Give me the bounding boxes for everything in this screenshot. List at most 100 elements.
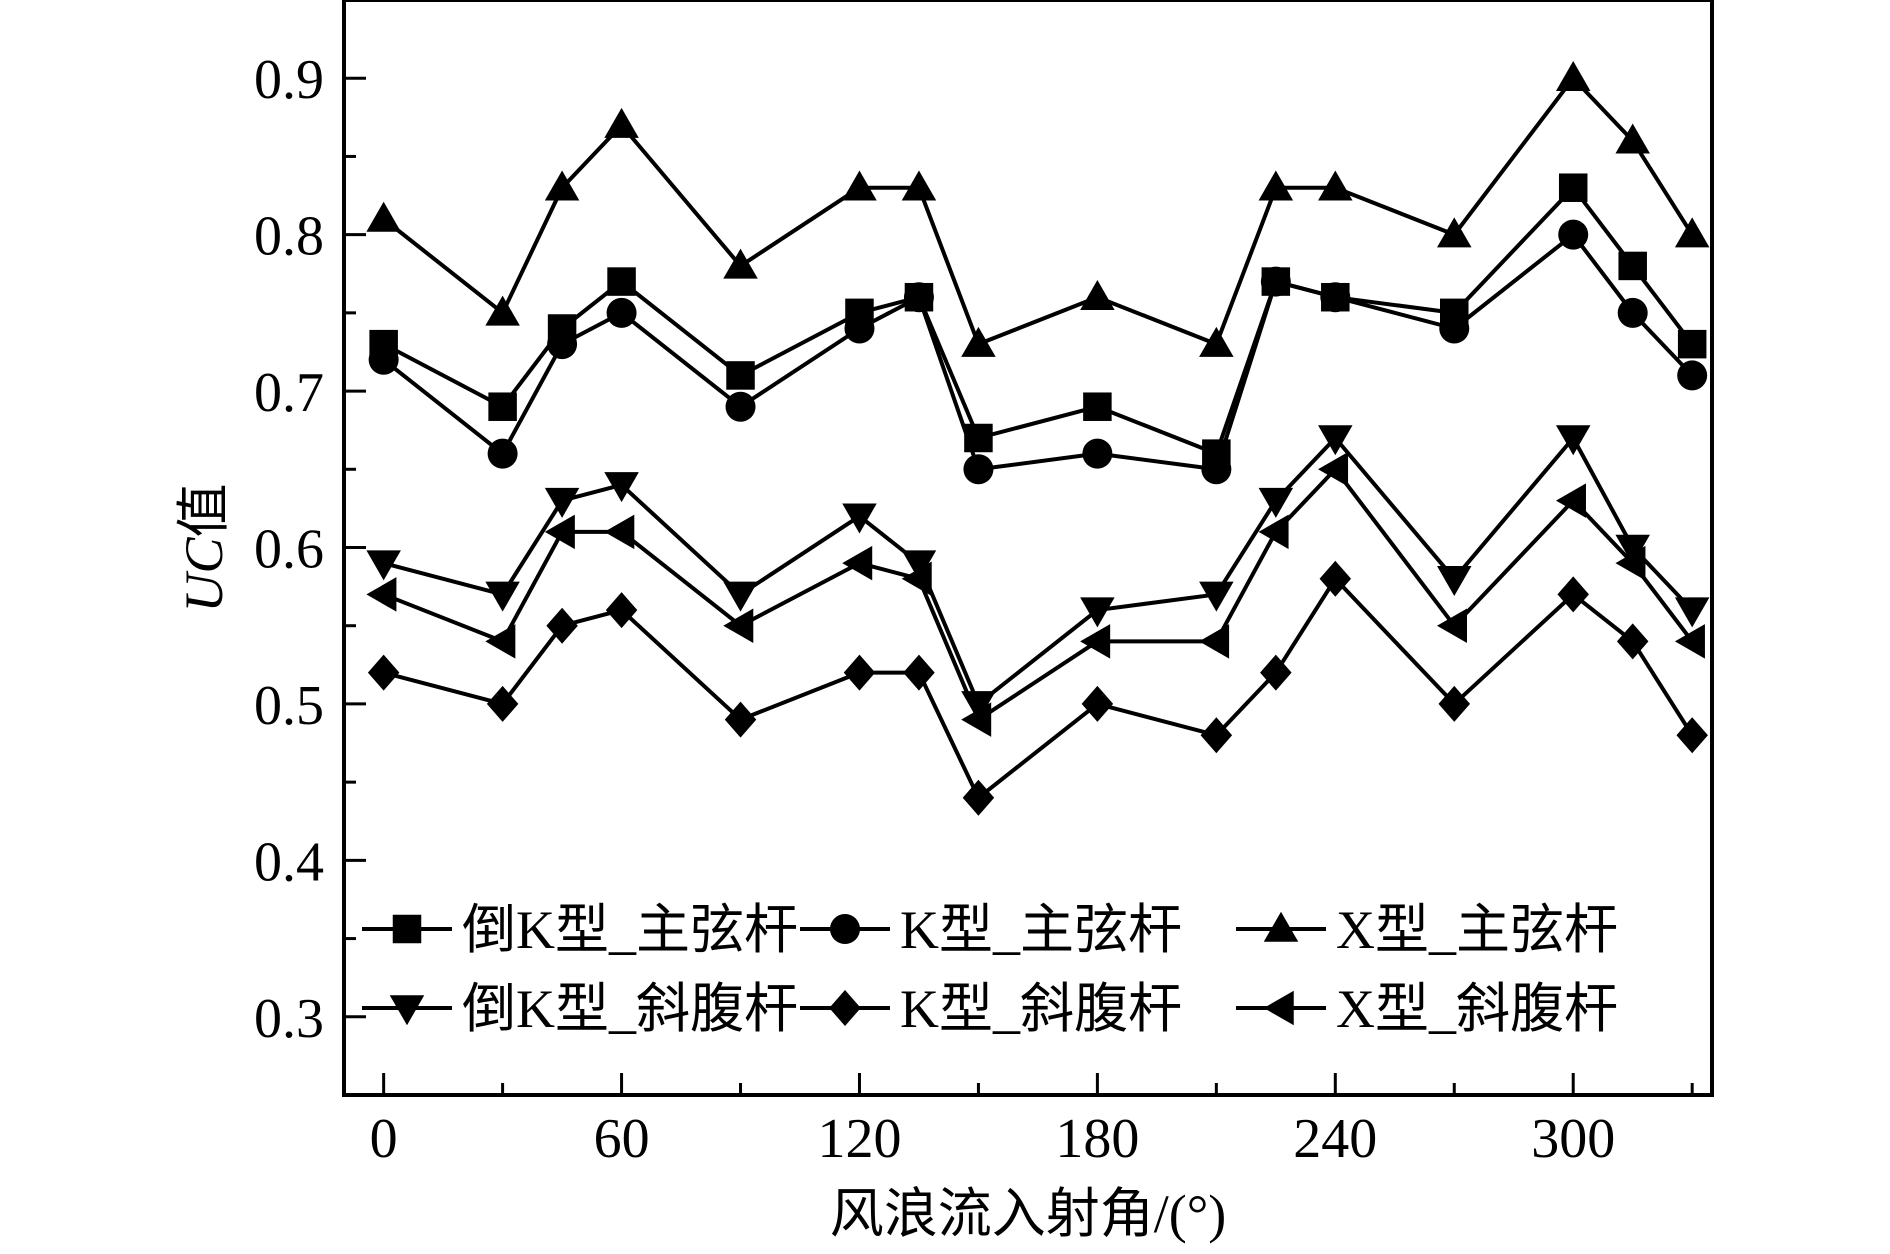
data-point [1615,534,1650,565]
data-point [544,514,575,550]
y-tick-label: 0.7 [254,362,324,424]
legend-item: 倒K型_主弦杆 [362,900,798,960]
data-point [1558,173,1588,202]
data-point [1320,282,1351,313]
data-point [1318,452,1349,487]
data-point [1555,60,1591,91]
legend-item: X型_主弦杆 [1236,900,1618,960]
legend-item: 倒K型_斜腹杆 [362,979,798,1039]
data-point [1616,623,1649,660]
legend-marker [830,914,860,944]
data-point [1439,313,1470,344]
y-tick-label: 0.3 [254,988,324,1050]
data-point [725,391,756,422]
data-point [1615,123,1650,154]
legend-marker [392,914,422,944]
data-point [487,438,518,469]
data-point [1617,297,1648,328]
series-line [382,76,1694,347]
data-point [1201,454,1232,485]
legend-label: X型_斜腹杆 [1336,979,1618,1039]
data-point [901,170,937,201]
legend-marker [1263,911,1299,942]
series-3 [366,60,1710,357]
series-line [382,232,1694,472]
series-group [366,60,1710,816]
legend-marker [389,995,425,1026]
y-axis-title-italic: UC [174,537,234,613]
series-line [382,467,1694,722]
series-line [383,576,1694,800]
data-point [1618,251,1647,281]
data-point [1558,219,1589,250]
legend-marker [1263,990,1294,1026]
data-point [368,344,399,375]
data-point [1677,360,1708,391]
y-axis-title: UC值 [174,483,234,612]
data-point [1199,326,1234,357]
data-point [1200,717,1233,754]
data-point [963,454,994,485]
data-point [604,472,639,503]
data-point [1260,654,1292,691]
y-axis-title-suffix: 值 [174,483,234,537]
data-point [842,170,877,201]
x-tick-label: 300 [1531,1108,1615,1170]
data-point [844,313,875,344]
data-point [1555,425,1591,456]
data-point [1437,217,1472,248]
legend-label: K型_主弦杆 [900,900,1182,960]
data-point [1615,545,1646,581]
legend-label: 倒K型_斜腹杆 [462,979,798,1039]
data-point [1674,624,1705,659]
x-axis-title: 风浪流入射角/(°) [830,1184,1227,1244]
series-line [383,436,1694,706]
legend-label: 倒K型_主弦杆 [462,900,798,960]
data-point [901,561,932,597]
data-point [544,170,580,201]
y-tick-label: 0.6 [254,519,324,581]
data-point [1080,624,1111,659]
data-point [1083,392,1112,421]
data-point [842,503,877,534]
data-point [488,392,517,421]
legend-item: K型_主弦杆 [800,900,1182,960]
series-6 [366,452,1705,737]
data-point [1258,487,1294,518]
data-point [961,326,996,357]
data-point [1674,217,1710,248]
data-point [726,361,755,390]
data-point [1199,581,1234,612]
data-point [1319,560,1352,597]
data-point [606,297,637,328]
data-point [842,545,873,581]
data-point [723,608,754,643]
data-point [903,282,934,313]
legend-item: K型_斜腹杆 [800,979,1182,1039]
data-point [604,514,635,550]
series-line [382,185,1694,456]
x-tick-label: 120 [817,1108,901,1170]
data-point [901,550,937,581]
data-point [843,654,876,691]
series-4 [366,425,1710,722]
legend-label: K型_斜腹杆 [900,979,1182,1039]
data-point [485,581,520,612]
data-point [962,779,995,816]
data-point [724,701,757,738]
data-point [367,654,400,691]
x-tick-label: 180 [1055,1108,1139,1170]
data-point [485,624,516,659]
y-tick-label: 0.8 [254,206,324,268]
legend-label: X型_主弦杆 [1336,900,1618,960]
data-point [1080,279,1115,310]
data-point [903,654,935,691]
data-point [486,685,519,722]
data-point [546,607,578,644]
legend-marker [829,990,861,1026]
data-point [1674,597,1710,628]
data-point [607,267,636,296]
